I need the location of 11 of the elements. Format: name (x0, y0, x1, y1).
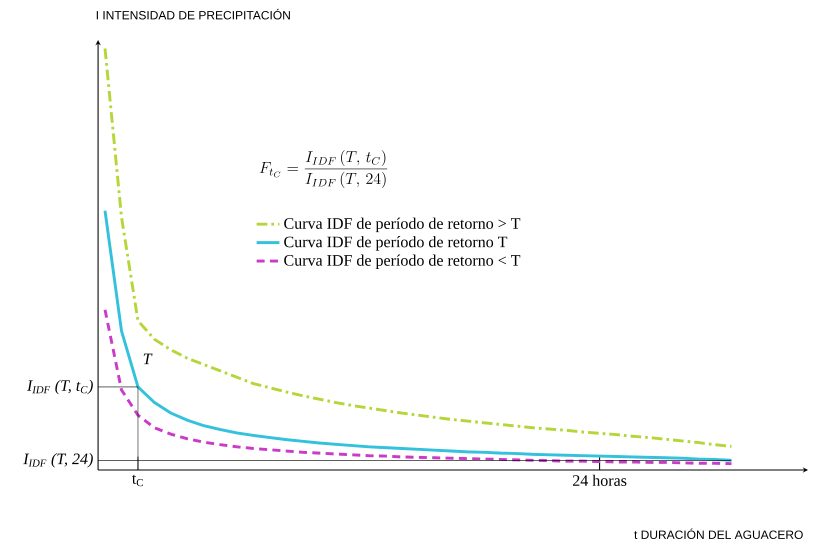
legend-label: Curva IDF de período de retorno > T (284, 217, 520, 232)
annotation: T (144, 353, 153, 364)
y-axis-title: I INTENSIDAD DE PRECIPITACIÓN (96, 8, 290, 20)
x-tick-label: 24 horas (572, 474, 626, 486)
legend-label: Curva IDF de período de retorno < T (284, 254, 520, 269)
ref-line-label: I$_{IDF}$ (T, 24) (23, 452, 93, 468)
x-axis-title: t DURACIÓN DEL AGUACERO (634, 528, 803, 539)
ref-line-label: I$_{IDF}$ (T, t$_{C}$) (26, 379, 93, 394)
annotation: $F_{t_C}=\dfrac{I_{IDF}\,(T,\,t_C)}{I_{IDF}\,(T,\,24)}$ (260, 150, 388, 188)
x-tick-label: t$_{C}$ (132, 474, 143, 486)
legend-label: Curva IDF de período de retorno T (284, 236, 508, 250)
